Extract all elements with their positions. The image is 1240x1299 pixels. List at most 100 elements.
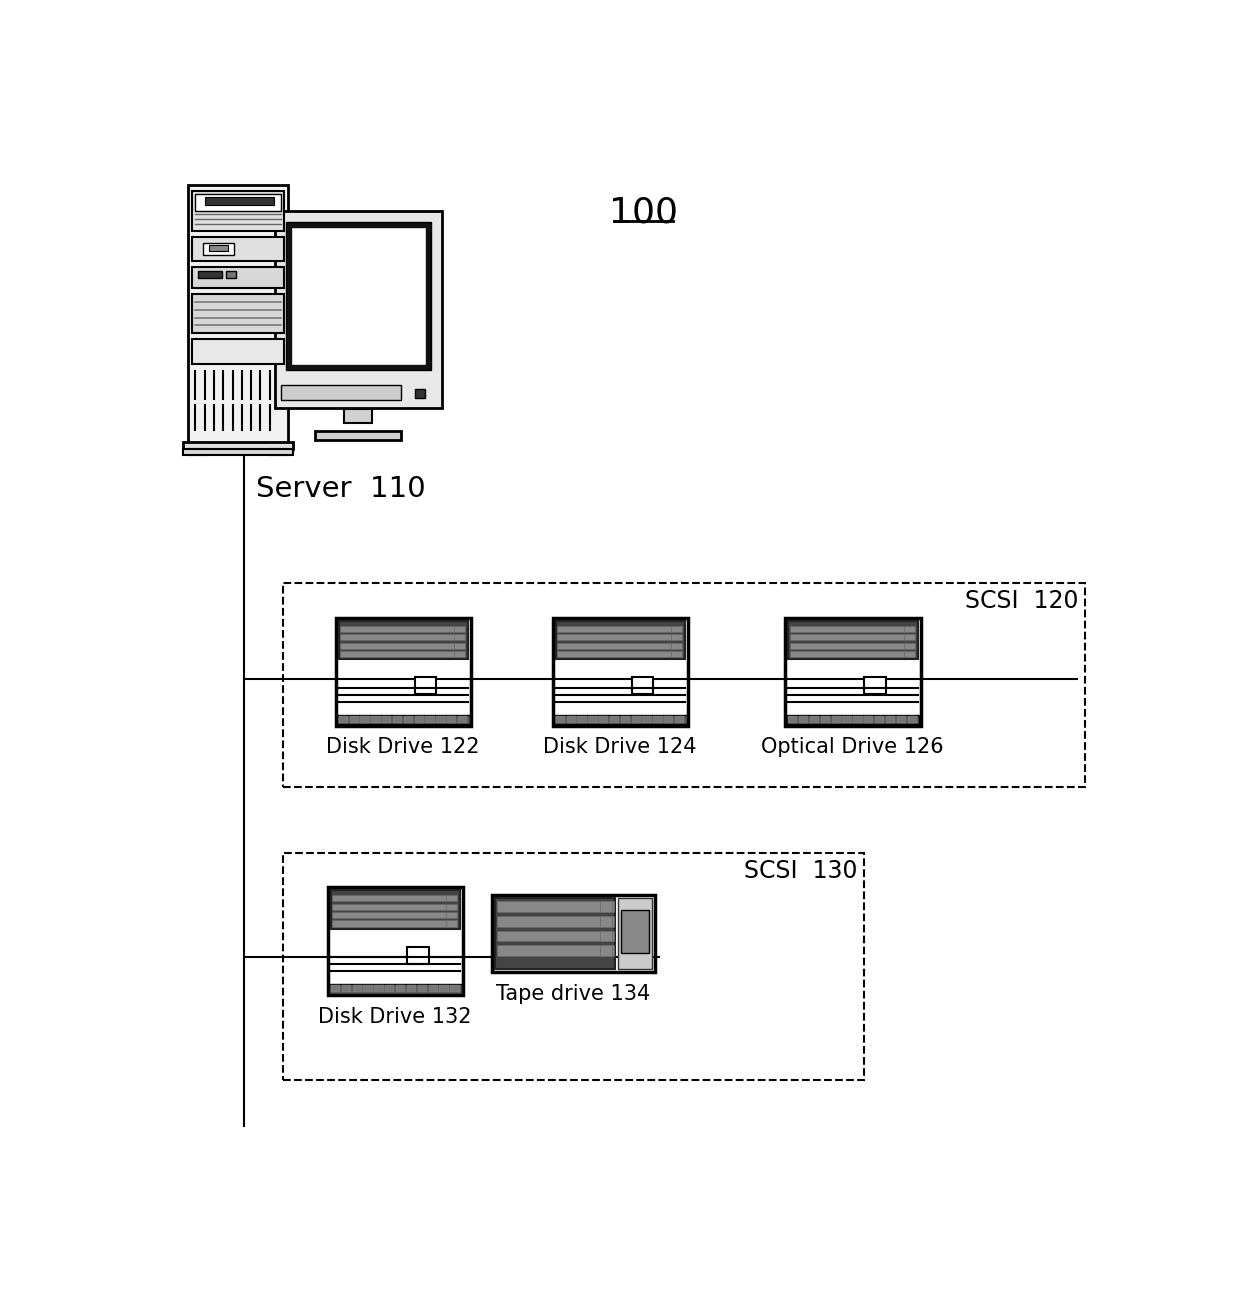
Bar [789, 621, 918, 660]
Bar [340, 626, 456, 631]
Bar [790, 634, 905, 640]
Bar [821, 716, 830, 722]
Bar [332, 921, 448, 926]
Bar [339, 621, 469, 660]
Bar [832, 716, 841, 722]
Bar [495, 898, 615, 969]
Bar [671, 643, 682, 648]
Bar [600, 930, 613, 942]
Bar [198, 271, 222, 278]
Bar [864, 716, 873, 722]
Bar [578, 716, 587, 722]
Bar [497, 916, 614, 926]
Text: SCSI  130: SCSI 130 [744, 859, 858, 883]
Bar [454, 643, 465, 648]
Bar [557, 643, 672, 648]
Bar [497, 946, 614, 956]
Bar [497, 902, 614, 912]
Bar [407, 947, 429, 964]
Bar [799, 716, 808, 722]
Bar [556, 621, 684, 660]
Bar [281, 385, 402, 400]
Bar [553, 618, 688, 726]
Bar [908, 716, 916, 722]
Bar [188, 449, 206, 456]
Text: Server  110: Server 110 [255, 475, 425, 504]
Bar [414, 677, 436, 694]
Text: Optical Drive 126: Optical Drive 126 [761, 738, 944, 757]
Text: Disk Drive 122: Disk Drive 122 [326, 738, 480, 757]
Bar [671, 634, 682, 640]
Bar [454, 626, 465, 631]
Bar [290, 227, 427, 365]
Bar [600, 902, 613, 912]
Bar [192, 339, 284, 364]
Bar [450, 985, 460, 992]
Bar [187, 186, 288, 443]
Bar [184, 442, 293, 449]
Bar [600, 916, 613, 926]
Bar [810, 716, 820, 722]
Bar [336, 618, 471, 726]
Bar [339, 716, 348, 722]
Bar [853, 716, 863, 722]
Bar [842, 716, 852, 722]
Text: 100: 100 [609, 196, 678, 230]
Bar [454, 634, 465, 640]
Text: Tape drive 134: Tape drive 134 [496, 983, 651, 1004]
Bar [789, 716, 797, 722]
Bar [446, 921, 458, 926]
Bar [557, 651, 672, 657]
Bar [342, 985, 351, 992]
Bar [332, 904, 448, 909]
Bar [361, 716, 370, 722]
Bar [567, 716, 575, 722]
Bar [404, 716, 413, 722]
Bar [283, 852, 864, 1079]
Bar [875, 716, 884, 722]
Bar [363, 985, 373, 992]
Bar [621, 911, 650, 953]
Bar [671, 626, 682, 631]
Bar [904, 643, 915, 648]
Bar [665, 716, 673, 722]
Bar [436, 716, 445, 722]
Bar [600, 946, 613, 956]
Bar [203, 243, 234, 255]
Bar [497, 930, 614, 942]
Bar [554, 714, 687, 724]
Bar [897, 716, 906, 722]
Bar [374, 985, 383, 992]
Bar [192, 191, 284, 231]
Bar [621, 716, 630, 722]
Bar [429, 985, 438, 992]
Bar [345, 409, 372, 423]
Bar [192, 295, 284, 333]
Bar [350, 716, 358, 722]
Bar [790, 643, 905, 648]
Bar [196, 195, 280, 212]
Bar [386, 985, 394, 992]
Bar [382, 716, 392, 722]
Bar [790, 626, 905, 631]
Bar [332, 895, 448, 902]
Bar [610, 716, 619, 722]
Text: Disk Drive 124: Disk Drive 124 [543, 738, 697, 757]
Bar [588, 716, 598, 722]
Bar [642, 716, 652, 722]
Bar [407, 985, 417, 992]
Bar [352, 985, 362, 992]
Bar [454, 651, 465, 657]
Bar [414, 390, 425, 399]
Bar [631, 677, 653, 694]
Bar [184, 449, 293, 456]
Bar [340, 643, 456, 648]
Bar [556, 716, 565, 722]
Bar [675, 716, 684, 722]
Bar [331, 890, 460, 929]
Bar [904, 634, 915, 640]
Bar [340, 634, 456, 640]
Bar [790, 651, 905, 657]
Bar [446, 895, 458, 902]
Bar [631, 716, 641, 722]
